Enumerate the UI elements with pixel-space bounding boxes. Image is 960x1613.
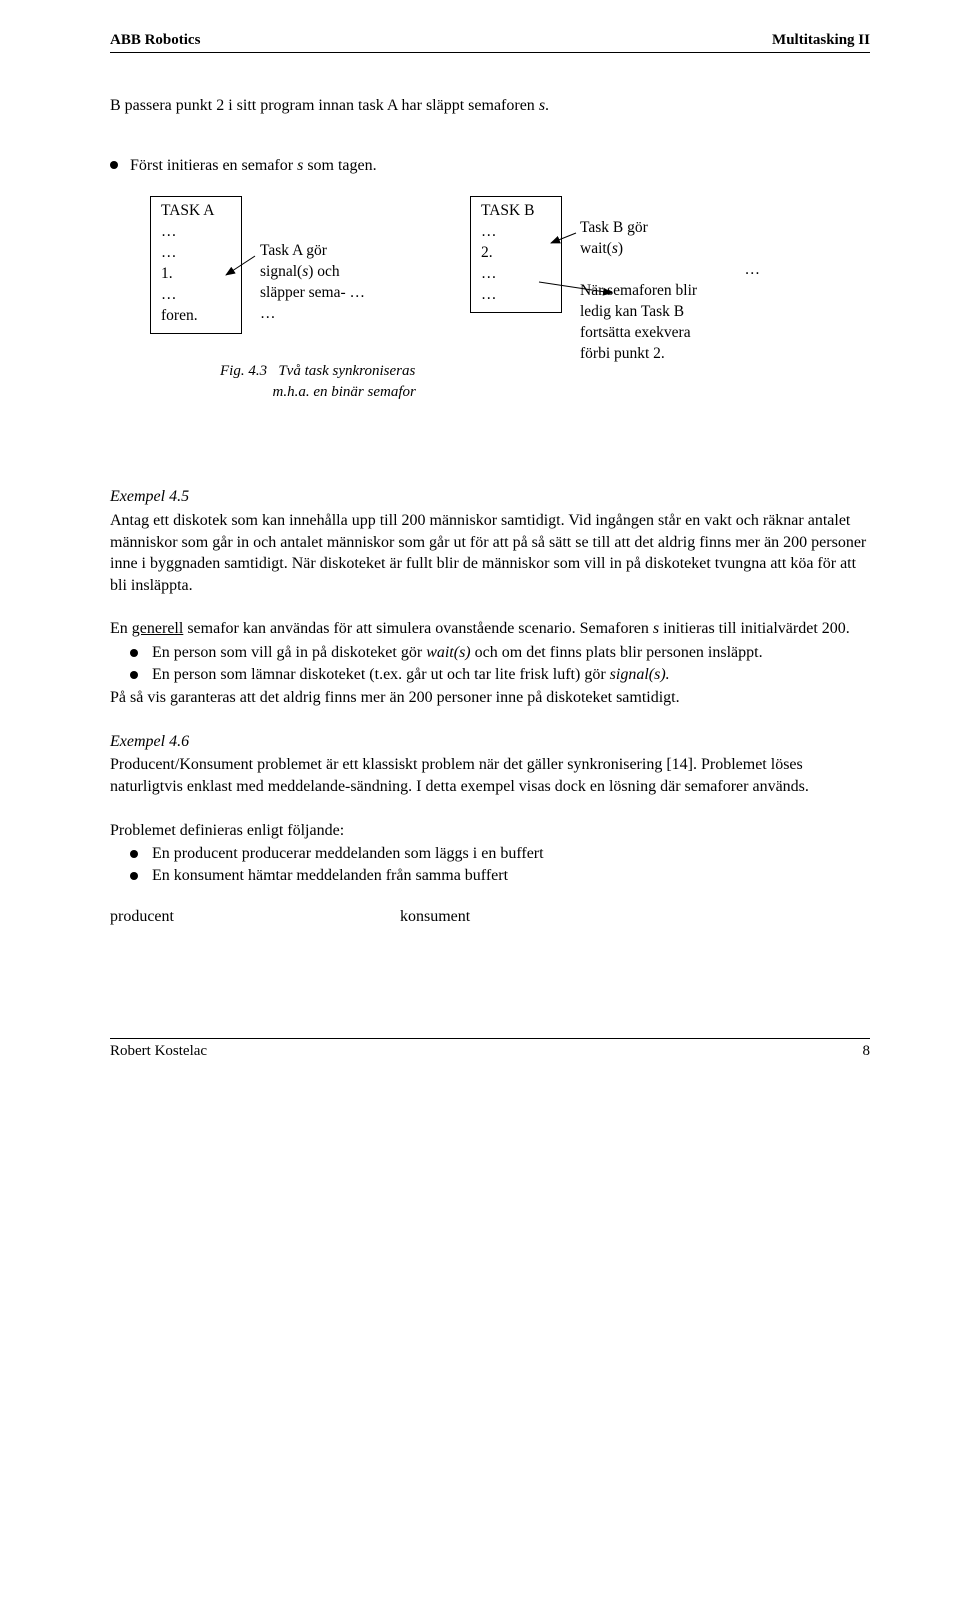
generell-bullets: En person som vill gå in på diskoteket g… [130,642,870,685]
figure-caption: Fig. 4.3 Två task synkroniseras m.h.a. e… [220,361,470,402]
bullet-consumer: En konsument hämtar meddelanden från sam… [130,865,870,887]
problem-def: Problemet definieras enligt följande: [110,820,870,842]
page-header: ABB Robotics Multitasking II [110,30,870,53]
bullet-icon [110,161,118,169]
header-right: Multitasking II [772,30,870,50]
first-bullet-text: Först initieras en semafor s som tagen. [130,155,377,177]
bullet-signal: En person som lämnar diskoteket (t.ex. g… [130,664,870,686]
example-4-6-text: Producent/Konsument problemet är ett kla… [110,754,870,797]
consumer-label: konsument [400,906,470,928]
page-footer: Robert Kostelac 8 [110,1038,870,1061]
example-4-5-title: Exempel 4.5 [110,486,870,508]
task-a-title: TASK A [161,201,231,222]
sync-diagram: TASK A … … 1. … foren. Task A gör signal… [110,196,870,456]
example-4-6-title: Exempel 4.6 [110,731,870,753]
task-b-note: Task B gör wait(s) … När semaforen blir … [580,218,780,364]
first-bullet: Först initieras en semafor s som tagen. [110,155,870,177]
generell-paragraph: En generell semafor kan användas för att… [110,618,870,640]
task-b-title: TASK B [481,201,551,222]
header-left: ABB Robotics [110,30,200,50]
problem-bullets: En producent producerar meddelanden som … [130,843,870,886]
task-a-box: TASK A … … 1. … foren. [150,196,242,334]
footer-author: Robert Kostelac [110,1041,207,1061]
bullet-producer: En producent producerar meddelanden som … [130,843,870,865]
example-4-5-text: Antag ett diskotek som kan innehålla upp… [110,510,870,596]
bullet-wait: En person som vill gå in på diskoteket g… [130,642,870,664]
task-a-note: Task A gör signal(s) och släpper sema- …… [260,241,430,325]
closing-paragraph: På så vis garanteras att det aldrig finn… [110,687,870,709]
footer-page-number: 8 [863,1041,871,1061]
intro-paragraph: B passera punkt 2 i sitt program innan t… [110,95,870,117]
task-b-box: TASK B … 2. … … [470,196,562,313]
producer-consumer-row: producent konsument [110,906,870,928]
producer-label: producent [110,906,400,928]
